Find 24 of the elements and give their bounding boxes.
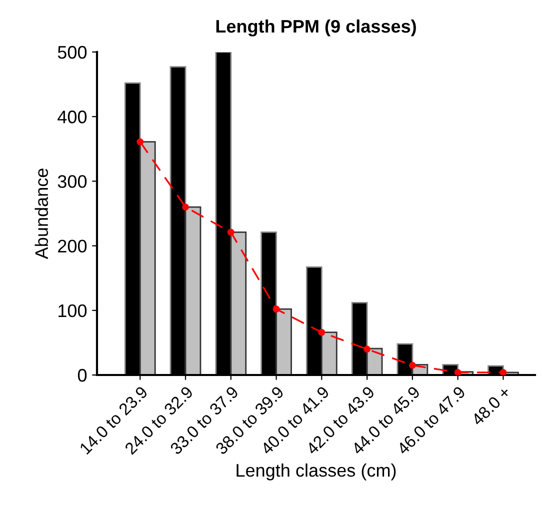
point xyxy=(408,362,416,369)
x-axis-title: Length classes (cm) xyxy=(236,464,396,480)
bar xyxy=(320,332,338,375)
y-tick-label: 500 xyxy=(58,46,87,59)
point xyxy=(272,306,280,313)
point xyxy=(364,346,371,353)
point xyxy=(227,228,234,236)
point xyxy=(318,328,326,336)
y-axis-title: Abundance xyxy=(34,168,48,260)
x-tick-label: 48.0 + xyxy=(470,386,512,426)
point xyxy=(500,368,507,375)
y-tick-label: 0 xyxy=(78,368,87,382)
y-tick-label: 300 xyxy=(58,175,87,188)
bar xyxy=(230,232,247,375)
chart-title: Length PPM (9 classes) xyxy=(216,19,416,36)
y-tick-label: 400 xyxy=(58,110,87,124)
point xyxy=(454,368,462,375)
point xyxy=(136,138,144,146)
point xyxy=(182,204,189,211)
bar xyxy=(139,141,156,375)
bar xyxy=(184,206,202,375)
y-tick-label: 100 xyxy=(58,304,87,318)
bar xyxy=(276,308,292,375)
y-tick-label: 200 xyxy=(58,240,87,253)
